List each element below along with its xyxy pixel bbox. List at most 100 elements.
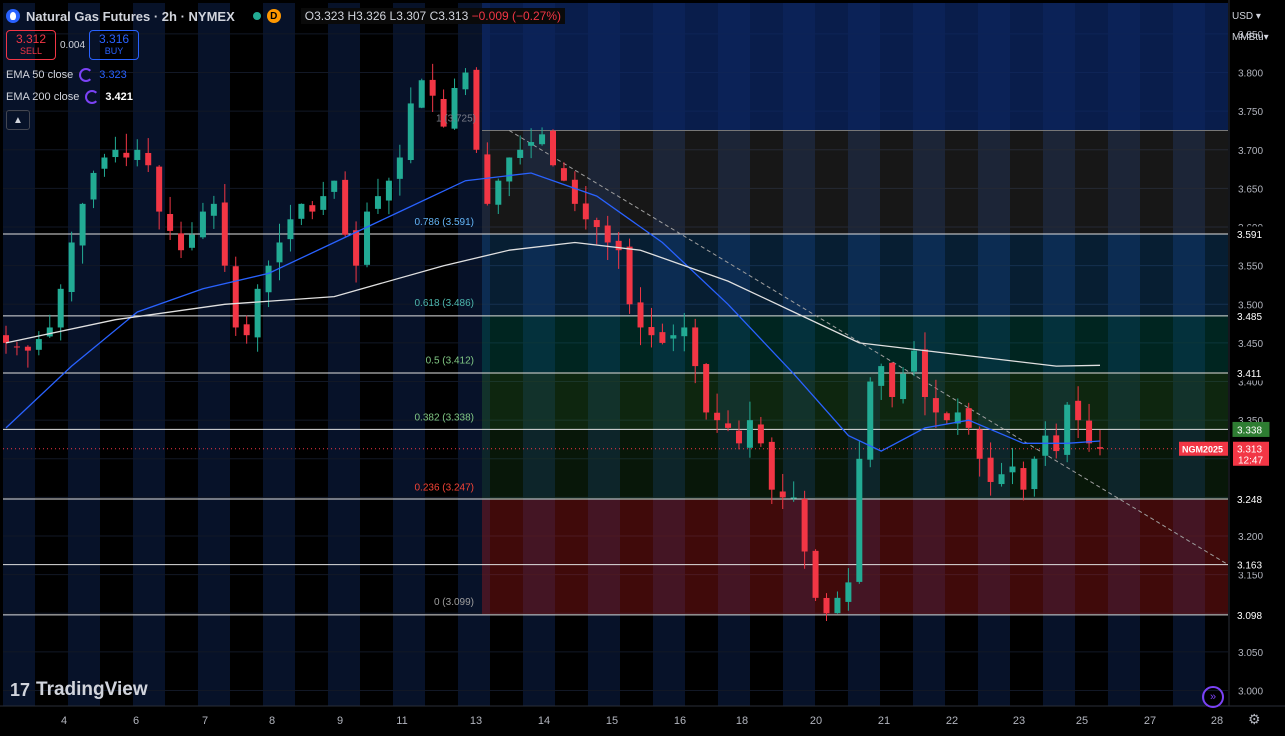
symbol-title[interactable]: Natural Gas Futures · 2h · NYMEX — [26, 8, 235, 24]
buy-button[interactable]: 3.316 BUY — [89, 30, 140, 60]
unit-label: MMBtu — [1232, 32, 1264, 43]
candle-body — [517, 149, 524, 158]
symbol-tag — [1179, 441, 1228, 456]
chart-header: Natural Gas Futures · 2h · NYMEX D O3.32… — [6, 6, 566, 26]
fib-zone — [482, 233, 1228, 316]
currency-select[interactable]: USD ▾ — [1232, 11, 1261, 22]
y-tick-label: 3.350 — [1238, 416, 1263, 427]
x-tick-label: 22 — [946, 715, 958, 727]
candle-body — [670, 335, 677, 339]
y-tick-label: 3.050 — [1238, 648, 1263, 659]
gas-flame-icon — [6, 9, 20, 23]
candle-body — [35, 339, 42, 350]
candle-body — [768, 441, 775, 490]
ema50-label: EMA 50 close — [6, 69, 74, 81]
candle-body — [757, 424, 764, 444]
settings-button[interactable]: ⚙ — [1248, 711, 1261, 728]
candle-body — [385, 180, 392, 201]
trade-panel: 3.312 SELL 0.004 3.316 BUY — [6, 30, 140, 60]
fib-label: 0.236 (3.247) — [415, 483, 475, 494]
x-tick-label: 27 — [1144, 715, 1156, 727]
candle-body — [462, 72, 469, 90]
candle-body — [210, 203, 217, 216]
fib-zone — [482, 130, 1228, 234]
candle-body — [823, 597, 830, 614]
candle-body — [331, 180, 338, 192]
candle-body — [626, 246, 633, 305]
sell-button[interactable]: 3.312 SELL — [6, 30, 56, 60]
candle-body — [954, 412, 961, 424]
candle-body — [648, 327, 655, 336]
unit-select[interactable]: MMBtu▾ — [1232, 32, 1269, 43]
candle-body — [593, 220, 600, 228]
ema50-line — [5, 172, 1101, 452]
price-level-text: 3.163 — [1237, 561, 1262, 572]
x-tick-label: 23 — [1013, 715, 1025, 727]
candle-body — [889, 362, 896, 397]
x-tick-label: 25 — [1076, 715, 1088, 727]
candle-body — [68, 242, 75, 293]
candle-body — [484, 154, 491, 204]
candle-body — [79, 203, 86, 246]
fib-label: 0 (3.099) — [434, 597, 474, 608]
x-tick-label: 14 — [538, 715, 550, 727]
candle-body — [659, 332, 666, 343]
tv-mark-icon: 17 — [10, 679, 31, 700]
y-tick-label: 3.850 — [1238, 30, 1263, 41]
chevron-down-icon: ▾ — [1253, 11, 1261, 22]
candle-body — [692, 327, 699, 367]
collapse-legend-button[interactable]: ▲ — [6, 110, 30, 130]
candle-body — [429, 79, 436, 96]
x-tick-label: 28 — [1211, 715, 1223, 727]
candle-body — [834, 597, 841, 614]
candle-body — [178, 233, 185, 251]
delayed-badge: D — [266, 9, 281, 23]
loading-icon — [79, 68, 94, 82]
candle-body — [396, 157, 403, 179]
x-tick-label: 15 — [606, 715, 618, 727]
scroll-to-latest-button[interactable]: » — [1202, 686, 1224, 708]
candle-body — [407, 103, 414, 161]
ema200-legend[interactable]: EMA 200 close 3.421 — [6, 90, 133, 104]
y-tick-label: 3.500 — [1238, 300, 1263, 311]
loading-icon — [85, 90, 100, 104]
candle-body — [550, 130, 556, 166]
candle-body — [528, 142, 535, 146]
x-tick-label: 13 — [470, 715, 482, 727]
candle-body — [24, 346, 31, 351]
y-tick-label: 3.750 — [1238, 107, 1263, 118]
candle-body — [637, 302, 644, 328]
y-tick-label: 3.200 — [1238, 532, 1263, 543]
candle-body — [779, 491, 786, 498]
fib-zone — [482, 499, 1228, 615]
symbol-tag-text: NGM2025 — [1182, 445, 1223, 455]
x-tick-label: 4 — [61, 715, 67, 727]
candle-body — [965, 408, 972, 428]
tradingview-logo[interactable]: 17 TradingView — [10, 679, 148, 701]
price-level-tag — [1232, 491, 1270, 507]
candle-body — [188, 234, 195, 248]
candle-body — [309, 205, 316, 212]
candle-body — [440, 98, 447, 127]
chevron-down-icon: ▾ — [1263, 32, 1269, 43]
candle-body — [1042, 435, 1049, 456]
fib-upper-zone — [482, 3, 1228, 131]
fib-label: 0.618 (3.486) — [415, 298, 475, 309]
price-level-tag — [1232, 226, 1270, 242]
session-band — [198, 3, 230, 706]
x-tick-label: 18 — [736, 715, 748, 727]
candle-body — [3, 335, 9, 343]
buy-price: 3.316 — [99, 32, 130, 46]
candle-body — [932, 398, 939, 413]
ema50-legend[interactable]: EMA 50 close 3.323 — [6, 68, 127, 82]
candle-body — [123, 152, 130, 158]
candle-body — [976, 429, 983, 459]
buy-label: BUY — [104, 46, 124, 56]
candle-body — [856, 458, 863, 582]
x-tick-label: 11 — [396, 715, 407, 727]
candle-body — [221, 202, 228, 266]
market-open-icon — [252, 12, 261, 20]
candle-body — [943, 413, 950, 421]
candle-body — [134, 149, 141, 160]
